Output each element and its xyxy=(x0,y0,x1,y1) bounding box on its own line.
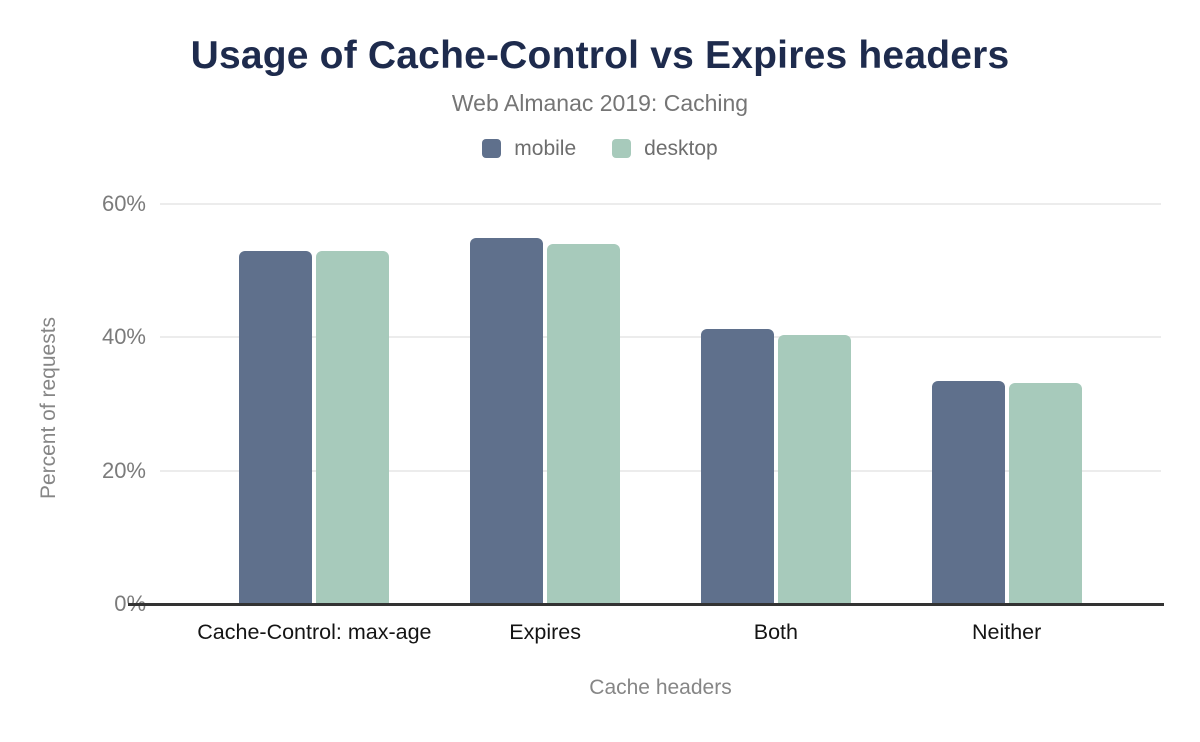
bar-desktop-0 xyxy=(316,250,390,604)
gridline-20 xyxy=(160,469,1161,472)
plot-area xyxy=(128,203,1164,606)
bar-desktop-1 xyxy=(547,244,621,604)
bar-desktop-2 xyxy=(777,334,851,604)
legend-item-mobile[interactable]: mobile xyxy=(482,137,576,161)
gridline-40 xyxy=(160,336,1161,339)
legend-label: mobile xyxy=(514,136,577,160)
bar-mobile-3 xyxy=(931,380,1005,604)
legend-label: desktop xyxy=(644,136,718,160)
y-tick-label-0: 0% xyxy=(114,591,146,616)
y-tick-label-20: 20% xyxy=(101,457,146,483)
x-category-label-3: Neither xyxy=(971,620,1042,644)
gridline-60 xyxy=(160,203,1161,205)
legend-swatch-desktop xyxy=(612,139,632,159)
chart-subtitle: Web Almanac 2019: Caching xyxy=(451,89,749,116)
y-tick-label-40: 40% xyxy=(101,324,146,350)
x-category-label-2: Both xyxy=(753,620,798,644)
x-axis-line xyxy=(128,603,1164,606)
bar-mobile-1 xyxy=(470,238,544,604)
x-category-label-1: Expires xyxy=(509,620,581,644)
chart-title: Usage of Cache-Control vs Expires header… xyxy=(190,34,1010,77)
x-axis-categories: Cache-Control: max-age Expires Both Neither xyxy=(160,619,1161,649)
bar-mobile-0 xyxy=(239,250,313,604)
y-axis-ticks: 0% 20% 40% 60% xyxy=(0,192,146,616)
legend: mobile desktop xyxy=(0,137,1200,161)
bar-mobile-2 xyxy=(700,328,774,604)
x-axis-title: Cache headers xyxy=(589,676,732,699)
legend-swatch-mobile xyxy=(482,139,502,159)
legend-item-desktop[interactable]: desktop xyxy=(612,137,718,161)
x-category-label-0: Cache-Control: max-age xyxy=(197,620,432,644)
bar-desktop-3 xyxy=(1008,383,1082,604)
y-tick-label-60: 60% xyxy=(101,191,146,216)
